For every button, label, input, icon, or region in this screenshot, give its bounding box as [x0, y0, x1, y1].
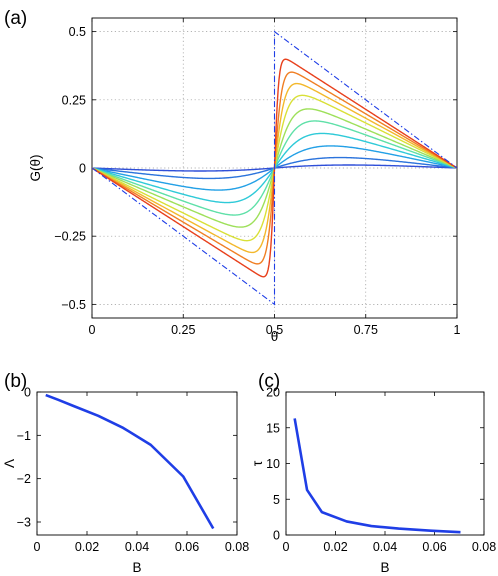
reference-sawtooth: [92, 30, 457, 306]
axes-frame: [36, 391, 238, 536]
x-tick-label: 0.5: [266, 323, 283, 337]
y-tick-label: −0.25: [54, 230, 86, 244]
panel-c: 0 0.02 0.04 0.06 0.08 0 5 10 15 20 Bτ (c): [250, 371, 496, 575]
y-tick-label: −0.5: [61, 298, 86, 312]
y-tick-label: 0: [273, 529, 280, 543]
x-tick-label: 0.02: [323, 540, 347, 554]
x-tick-label: 0.06: [175, 540, 199, 554]
x-tick-label: 0.08: [472, 540, 496, 554]
panel-label: (c): [258, 371, 280, 392]
x-tick-label: 0: [89, 323, 96, 337]
x-tick-label: 0.75: [354, 323, 378, 337]
y-tick-label: 0: [24, 386, 31, 400]
y-tick-label: 0.25: [62, 93, 86, 107]
panel-label: (a): [4, 8, 27, 29]
x-tick-label: 0.04: [373, 540, 397, 554]
panel-b: 0 0.02 0.04 0.06 0.08 −3 −2 −1 0 B Λ (b): [2, 371, 249, 575]
y-tick-label: −2: [17, 472, 31, 486]
x-tick-label: 0.04: [125, 540, 149, 554]
x-tick-label: 1: [454, 323, 461, 337]
y-tick-label: −3: [17, 516, 31, 530]
series-line: [45, 393, 215, 530]
y-tick-label: 0.5: [69, 25, 86, 39]
x-axis-label: B: [132, 560, 141, 575]
panel-label: (b): [4, 371, 27, 392]
y-tick-label: 15: [266, 421, 280, 435]
y-tick-label: 10: [266, 457, 280, 471]
x-tick-label: 0.25: [171, 323, 195, 337]
plot-area: [45, 393, 215, 530]
x-tick-label: 0.02: [75, 540, 99, 554]
y-tick-label: 0: [79, 162, 86, 176]
x-axis-label: B: [380, 560, 389, 575]
x-tick-label: 0: [34, 540, 41, 554]
series-line: [293, 418, 461, 534]
y-tick-label: 20: [266, 386, 280, 400]
x-tick-label: 0.06: [422, 540, 446, 554]
x-axis-label: θ: [271, 329, 279, 344]
y-axis-label: G(θ): [28, 155, 43, 182]
x-tick-label: 0.08: [225, 540, 249, 554]
x-tick-label: 0: [283, 540, 290, 554]
y-axis-label: τ: [250, 460, 265, 466]
y-tick-label: 5: [273, 493, 280, 507]
y-axis-label: Λ: [2, 459, 17, 468]
y-tick-label: −1: [17, 429, 31, 443]
plot-area: [293, 418, 461, 534]
plot-area: [92, 30, 457, 306]
axes-frame: [285, 391, 485, 536]
